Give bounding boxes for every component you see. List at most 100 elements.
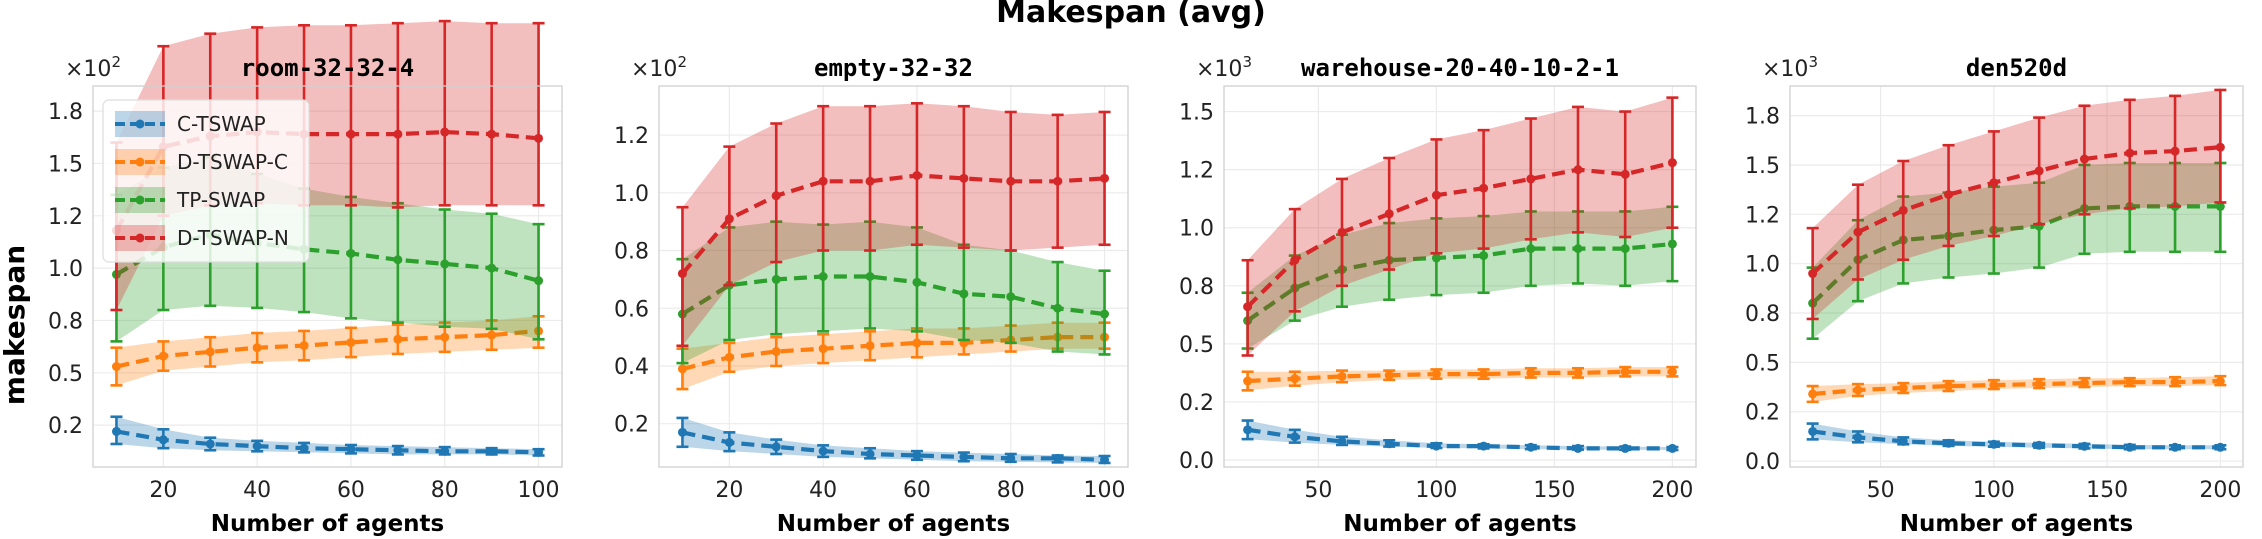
data-point <box>912 277 922 287</box>
data-point <box>1243 302 1253 312</box>
chart-panels: 0.20.50.81.01.21.51.820 40 60 80 100×102 room… <box>48 19 2244 537</box>
legend-swatch-marker <box>135 195 145 205</box>
data-point <box>252 343 262 353</box>
data-point <box>393 255 403 265</box>
confidence-band <box>1247 420 1673 450</box>
data-point <box>818 176 828 186</box>
data-point <box>1573 368 1583 378</box>
data-point <box>1337 436 1347 446</box>
series-line <box>1247 369 1673 384</box>
series-c-tswap <box>1241 419 1679 453</box>
data-point <box>393 129 403 139</box>
legend-entry-c-tswap: C-TSWAP <box>115 111 266 137</box>
data-point <box>487 446 497 456</box>
data-point <box>299 341 309 351</box>
data-point <box>912 338 922 348</box>
series-line <box>682 430 1105 462</box>
y-tick-label: 0.5 <box>1179 333 1214 358</box>
data-point <box>1431 369 1441 379</box>
series-line <box>1812 379 2221 397</box>
data-point <box>1479 183 1489 193</box>
y-tick-label: 0.8 <box>1179 275 1214 300</box>
chart-panel-den520d: 0.0 0.2 0.5 0.8 1.0 1.2 1.5 1.8 50 100 150 200 ×103 d… <box>1745 53 2244 537</box>
data-point <box>2079 154 2089 164</box>
series-line <box>114 129 539 232</box>
data-point <box>959 452 969 462</box>
data-point <box>1808 269 1818 279</box>
confidence-band <box>116 21 539 310</box>
series-line <box>1811 145 2221 276</box>
data-point <box>818 446 828 456</box>
data-point <box>1667 443 1677 453</box>
data-point <box>205 439 215 449</box>
y-tick-label: 0.2 <box>1745 401 1780 426</box>
data-point <box>1337 371 1347 381</box>
y-multiplier-label: ×102 <box>65 53 121 82</box>
series-line <box>681 335 1105 371</box>
data-point <box>1431 253 1441 263</box>
data-point <box>487 263 497 273</box>
data-point <box>205 347 215 357</box>
y-tick-label: 0.8 <box>614 240 649 265</box>
data-point <box>1100 309 1110 319</box>
y-multiplier-label: ×103 <box>1762 53 1818 82</box>
data-point <box>1431 441 1441 451</box>
data-point <box>1479 369 1489 379</box>
data-point <box>865 176 875 186</box>
data-point <box>1526 174 1536 184</box>
confidence-band <box>682 322 1105 390</box>
confidence-band <box>1247 206 1673 349</box>
y-multiplier-base: ×10 <box>1762 57 1808 82</box>
y-tick-label: 0.2 <box>1179 391 1214 416</box>
data-point <box>818 344 828 354</box>
y-multiplier-exponent: 3 <box>1242 53 1252 71</box>
y-tick-label: 1.8 <box>48 100 83 125</box>
y-multiplier-exponent: 2 <box>677 53 687 71</box>
y-tick-label: 0.0 <box>1179 449 1214 474</box>
data-point <box>111 426 121 436</box>
data-point <box>2215 442 2225 452</box>
y-tick-label: 1.0 <box>1745 253 1780 278</box>
data-point <box>2034 166 2044 176</box>
plot-frame <box>658 85 1129 468</box>
x-axis-label: Number of agents <box>211 511 444 537</box>
panel-title: empty-32-32 <box>814 54 973 82</box>
confidence-band <box>682 221 1105 364</box>
legend-box <box>102 99 310 263</box>
x-tick-label: 50 <box>1867 478 1895 503</box>
y-tick-label: 0.2 <box>48 414 83 439</box>
data-point <box>440 127 450 137</box>
chart-panel-empty-32-32: 0.2 0.4 0.6 0.8 1.0 1.2 20 40 60 80 100 ×102 empty-3… <box>614 53 1129 537</box>
data-point <box>440 332 450 342</box>
data-point <box>1898 436 1908 446</box>
y-tick-label: 1.2 <box>1745 203 1780 228</box>
data-point <box>1243 376 1253 386</box>
data-point <box>393 334 403 344</box>
y-tick-label: 1.0 <box>614 182 649 207</box>
y-tick-label: 1.2 <box>1179 159 1214 184</box>
data-point <box>1431 190 1441 200</box>
x-tick-label: 100 <box>1415 478 1457 503</box>
legend-entry-d-tswap-n: D-TSWAP-N <box>115 225 289 251</box>
data-point <box>1620 367 1630 377</box>
data-point <box>1290 255 1300 265</box>
series-line <box>1246 160 1673 309</box>
data-point <box>1053 176 1063 186</box>
series-c-tswap <box>676 416 1111 465</box>
data-point <box>1006 453 1016 463</box>
data-point <box>1100 455 1110 465</box>
data-point <box>1853 227 1863 237</box>
figure-title: Makespan (avg) <box>996 0 1266 30</box>
y-multiplier-exponent: 3 <box>1808 53 1818 71</box>
legend-swatch-marker <box>135 233 145 243</box>
series-line <box>115 232 540 283</box>
data-point <box>346 337 356 347</box>
data-point <box>2125 442 2135 452</box>
data-point <box>865 272 875 281</box>
data-point <box>2079 441 2089 451</box>
data-point <box>2170 146 2180 156</box>
y-tick-label: 0.0 <box>1745 450 1780 475</box>
confidence-band <box>1812 89 2221 319</box>
data-point <box>1290 432 1300 442</box>
data-point <box>2125 148 2135 158</box>
